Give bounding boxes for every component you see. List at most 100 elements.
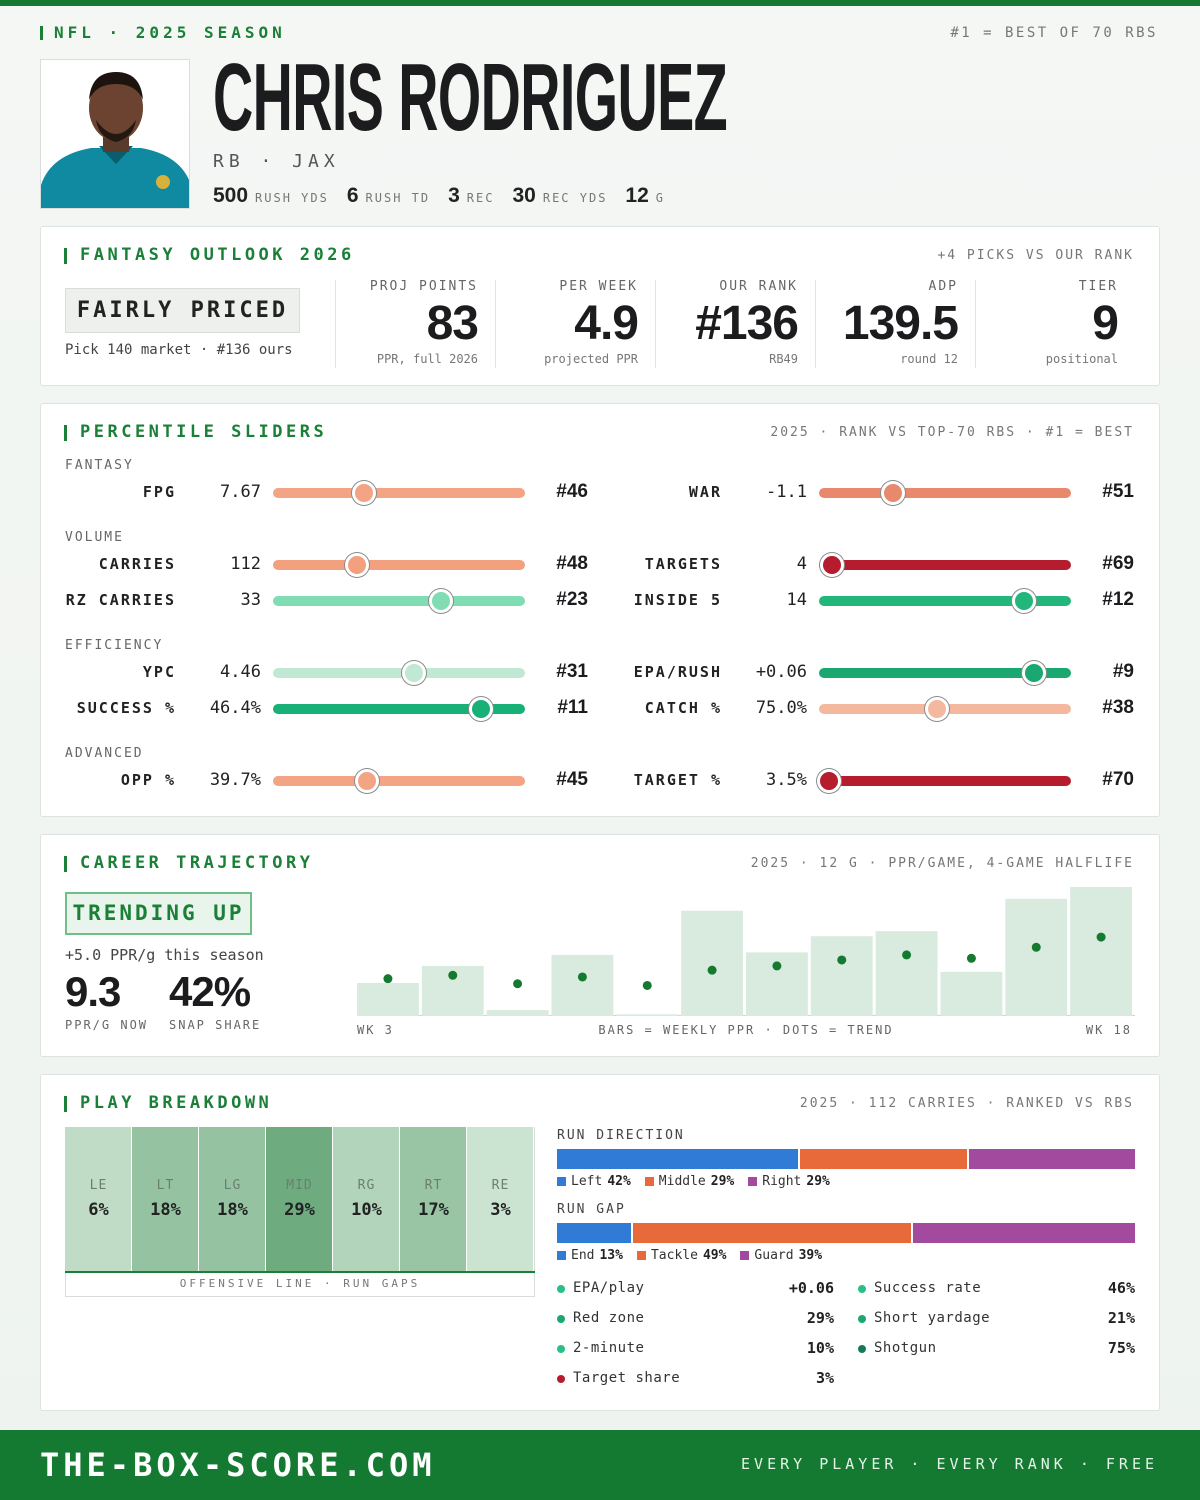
bar: [940, 971, 1003, 1016]
trend-dot: [707, 965, 717, 975]
stat-value: 6: [346, 184, 359, 207]
header-tick: [40, 26, 43, 40]
slider-label: FPG: [142, 483, 176, 501]
gap-label: RT: [424, 1178, 443, 1193]
beard: [96, 120, 136, 142]
box-divider: [655, 280, 656, 368]
slider-rank: #46: [556, 481, 588, 502]
stat-value: 75%: [1107, 1339, 1135, 1357]
slider-label: CATCH %: [644, 699, 722, 717]
gap-label: RE: [491, 1178, 510, 1193]
slider-knob: [355, 769, 380, 793]
slider-value: 3.5%: [766, 770, 807, 790]
bar: [357, 982, 419, 1016]
slider-rank: #9: [1112, 661, 1134, 682]
slider-value: 46.4%: [209, 698, 261, 718]
slider-track: [273, 596, 525, 606]
slider-value: 4: [796, 554, 807, 574]
box-divider: [815, 280, 816, 368]
group-label: VOLUME: [65, 530, 124, 545]
slider-knob: [880, 481, 905, 505]
trend-dot: [1096, 932, 1106, 942]
section-note: 2025 · RANK VS TOP-70 RBS · #1 = BEST: [770, 425, 1134, 440]
slider-label: TARGETS: [644, 555, 722, 573]
stat-value: 30: [512, 184, 536, 207]
player-stats: 500 RUSH YDS 6 RUSH TD 3 REC 30 REC YDS 12 G: [213, 184, 665, 208]
gap-value: 3%: [490, 1200, 511, 1220]
split-segment: [800, 1149, 967, 1169]
legend-item: Middle 29%: [644, 1174, 734, 1189]
slider-track: [273, 704, 525, 714]
slider-track: [819, 668, 1071, 678]
stat-dot: [858, 1345, 866, 1353]
player-position: RB · JAX: [213, 151, 340, 172]
slider-value: 7.67: [220, 482, 261, 502]
stat-value: +0.06: [788, 1279, 834, 1297]
stat-value: 3: [448, 184, 460, 207]
legend-swatch: [644, 1177, 654, 1186]
legend-swatch: [740, 1251, 750, 1260]
slider-value: 39.7%: [209, 770, 261, 790]
jersey: [41, 148, 189, 208]
slider-track: [273, 560, 525, 570]
box-sub: round 12: [900, 352, 958, 366]
section-note: 2025 · 112 CARRIES · RANKED VS RBS: [799, 1096, 1134, 1111]
stat-dot: [557, 1345, 565, 1353]
stat-value: 21%: [1107, 1309, 1135, 1327]
big-stat-label: PPR/G NOW: [65, 1018, 149, 1032]
gap-cell: [333, 1127, 400, 1272]
box-value: #136: [695, 297, 799, 350]
slider-value: 14: [786, 590, 807, 610]
box-divider: [335, 280, 336, 368]
slider-knob: [469, 697, 494, 721]
gap-cell: [467, 1127, 534, 1272]
section-tick: [64, 425, 67, 441]
trend-dot: [448, 970, 458, 980]
section-title: PLAY BREAKDOWN: [80, 1093, 273, 1113]
stat-label: REC: [466, 191, 495, 205]
chart-caption: BARS = WEEKLY PPR · DOTS = TREND: [598, 1023, 894, 1037]
gap-value: 6%: [88, 1200, 109, 1220]
x-label: WK 18: [1085, 1023, 1132, 1037]
stat-dot: [858, 1285, 866, 1293]
box-divider: [495, 280, 496, 368]
slider-rank: #12: [1102, 589, 1134, 610]
slider-knob: [429, 589, 454, 613]
slider-label: TARGET %: [633, 771, 722, 789]
tagline: EVERY PLAYER · EVERY RANK · FREE: [741, 1455, 1158, 1473]
split-title: RUN GAP: [557, 1202, 626, 1217]
stat-value: 500: [213, 184, 249, 207]
legend-name: Guard: [754, 1248, 794, 1263]
trend-dot: [1031, 942, 1041, 952]
footer: [0, 1430, 1200, 1500]
trend-dot: [642, 980, 652, 990]
slider-knob: [820, 553, 845, 577]
legend-name: Right: [762, 1174, 802, 1189]
split-segment: [968, 1149, 1135, 1169]
group-label: ADVANCED: [65, 746, 144, 761]
slider-label: WAR: [688, 483, 722, 501]
delta: +5.0 PPR/g this season: [65, 946, 264, 964]
player-name: CHRIS RODRIGUEZ: [213, 44, 728, 151]
legend-value: 29%: [806, 1174, 830, 1189]
legend-value: 39%: [798, 1248, 823, 1263]
slider-label: CARRIES: [98, 555, 176, 573]
section-note: +4 PICKS VS OUR RANK: [937, 248, 1134, 263]
split-segment: [632, 1223, 912, 1243]
gap-cell: [65, 1127, 132, 1272]
section-title: FANTASY OUTLOOK 2026: [80, 245, 355, 265]
legend-swatch: [557, 1177, 566, 1186]
slider-knob: [1012, 589, 1036, 613]
slider-track: [819, 596, 1071, 606]
box-label: PER WEEK: [559, 279, 638, 294]
group-label: FANTASY: [65, 458, 134, 473]
box-sub: projected PPR: [544, 352, 638, 366]
legend-value: 42%: [607, 1174, 631, 1189]
box-value: 83: [426, 297, 479, 350]
trend-dot: [966, 953, 976, 963]
section-note: 2025 · 12 G · PPR/GAME, 4-GAME HALFLIFE: [750, 856, 1134, 871]
gap-value: 17%: [418, 1200, 449, 1220]
slider-knob: [817, 769, 841, 793]
bar: [616, 1014, 679, 1016]
slider-track: [819, 488, 1071, 498]
